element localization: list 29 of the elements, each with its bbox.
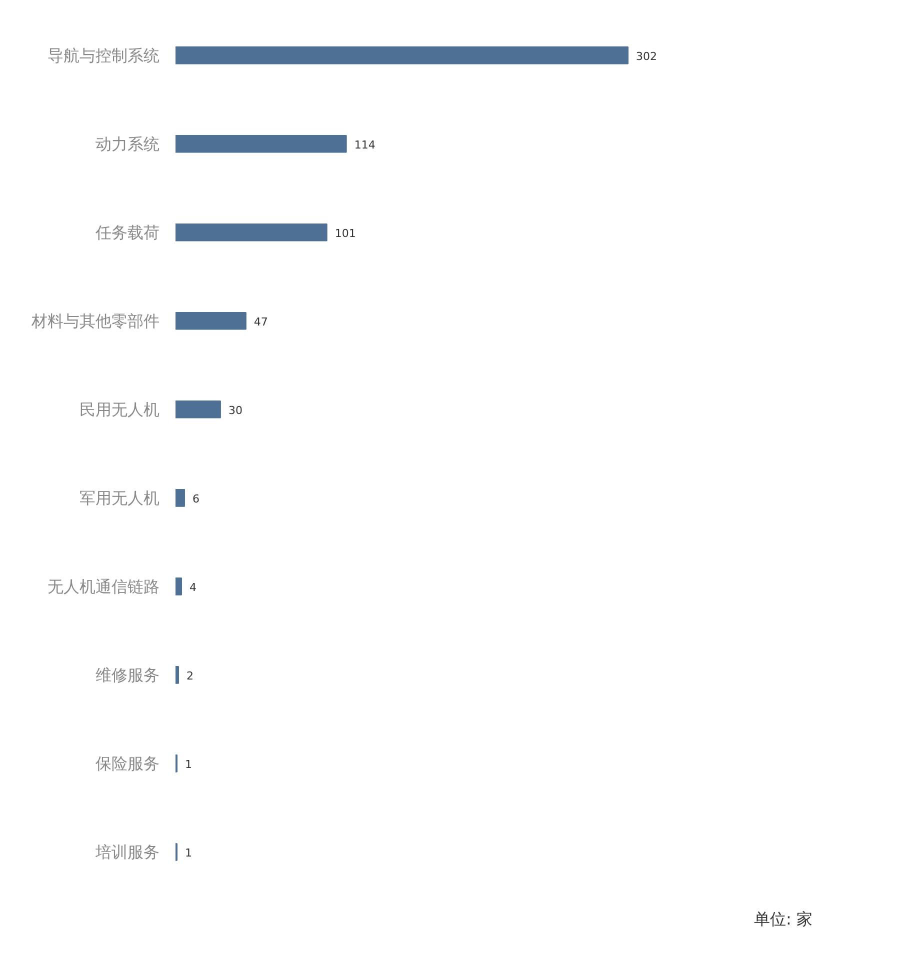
y-tick-label: 军用无人机 bbox=[80, 488, 160, 508]
bar bbox=[176, 312, 246, 330]
y-tick-label: 材料与其他零部件 bbox=[30, 311, 160, 330]
data-label: 302 bbox=[636, 50, 658, 63]
bar bbox=[176, 134, 347, 153]
data-label: 101 bbox=[334, 226, 356, 240]
y-tick-label: 维修服务 bbox=[96, 665, 160, 684]
text: 单位: 家 bbox=[754, 910, 813, 928]
bar bbox=[176, 400, 221, 418]
bar bbox=[176, 489, 185, 507]
data-label: 4 bbox=[189, 580, 196, 594]
y-tick-label: 动力系统 bbox=[96, 134, 160, 154]
data-label: 1 bbox=[185, 846, 192, 860]
data-label: 6 bbox=[192, 492, 200, 506]
y-tick-label: 保险服务 bbox=[96, 754, 160, 773]
data-label: 2 bbox=[186, 669, 194, 682]
data-label: 1 bbox=[185, 758, 192, 771]
y-tick-label: 培训服务 bbox=[94, 842, 160, 862]
data-label: 30 bbox=[228, 404, 242, 417]
data-label: 47 bbox=[254, 315, 268, 328]
y-tick-label: 民用无人机 bbox=[80, 400, 160, 419]
bar bbox=[176, 578, 182, 596]
bar bbox=[176, 223, 328, 242]
bar bbox=[176, 46, 629, 64]
y-tick-label: 任务载荷 bbox=[94, 222, 160, 242]
y-tick-label: 无人机通信链路 bbox=[48, 576, 160, 596]
bar bbox=[176, 666, 179, 684]
data-label: 114 bbox=[354, 138, 376, 152]
y-tick-label: 导航与控制系统 bbox=[48, 46, 160, 65]
